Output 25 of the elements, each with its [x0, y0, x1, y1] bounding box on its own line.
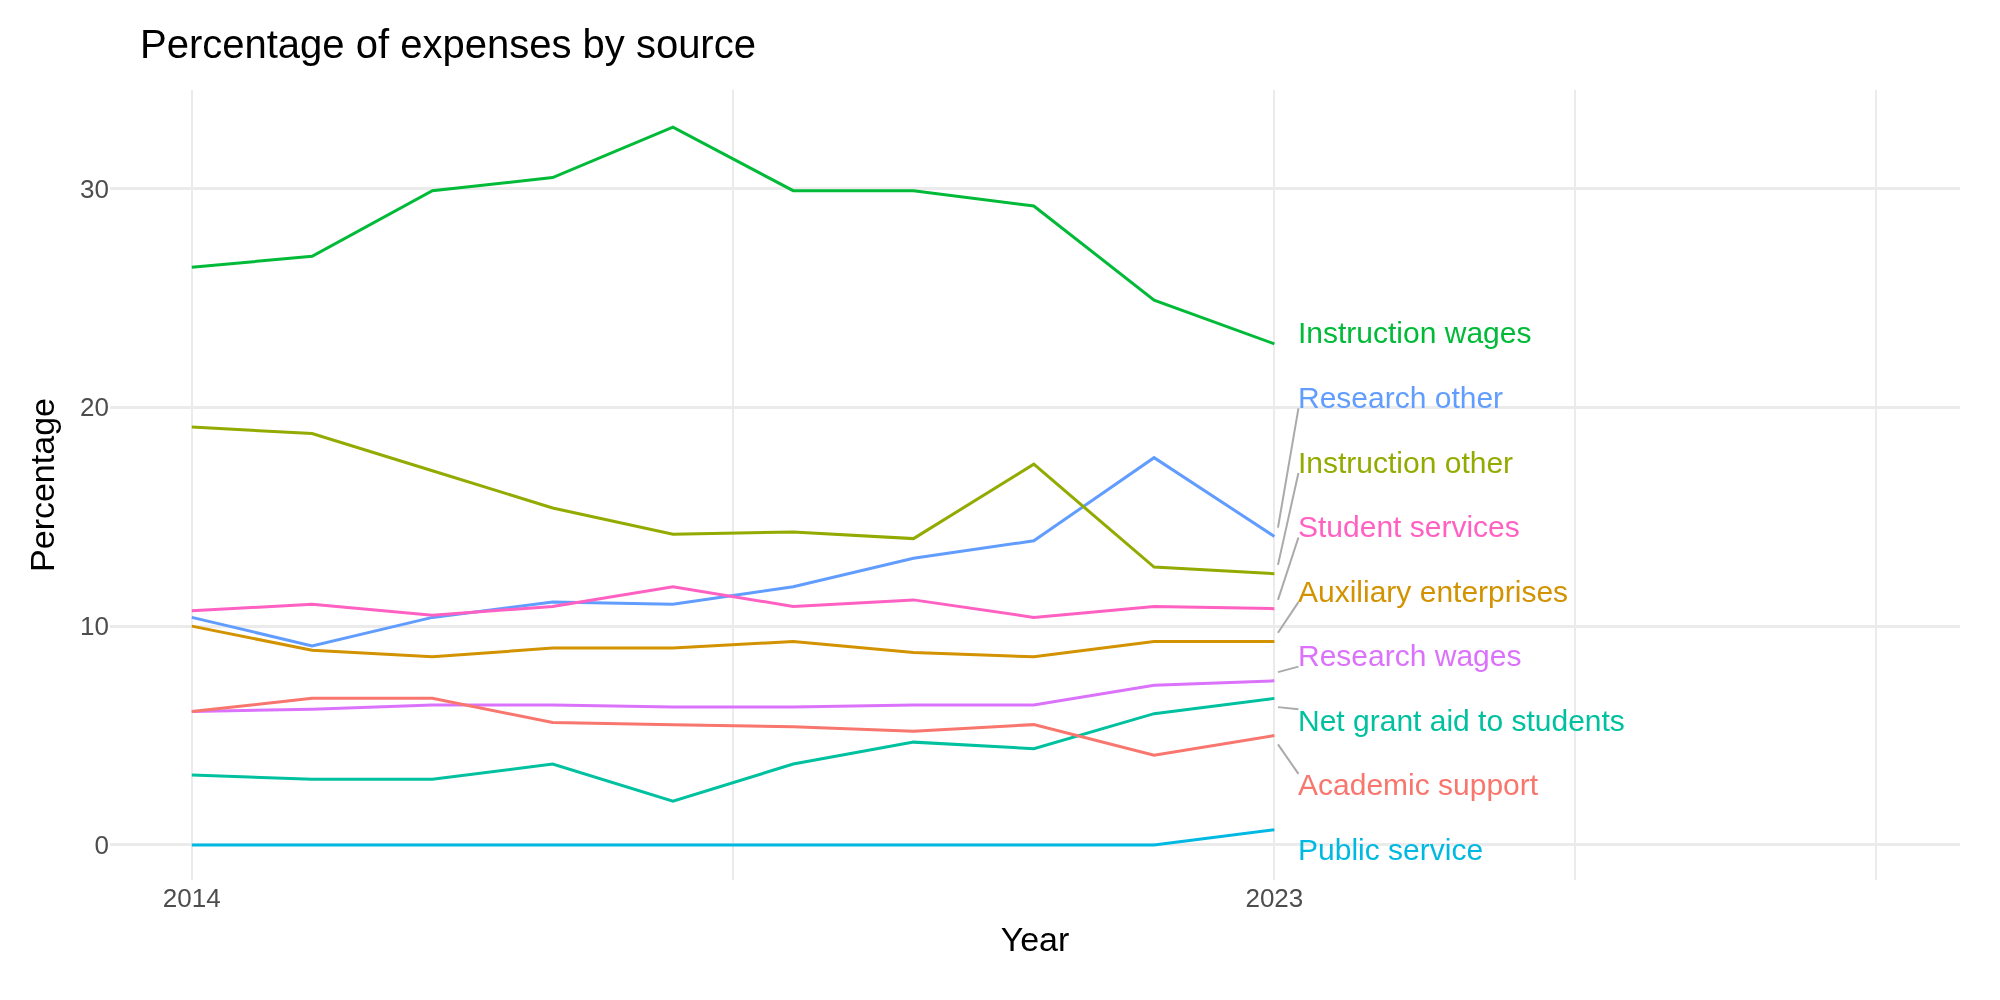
series-label: Instruction wages [1298, 316, 1532, 349]
line-series [190, 696, 1276, 757]
line-series [190, 696, 1276, 803]
series-label: Auxiliary enterprises [1298, 575, 1569, 608]
line-series [190, 425, 1276, 576]
text: Student services [1298, 510, 1520, 543]
line-series [190, 585, 1276, 619]
series-label: Net grant aid to students [1298, 704, 1625, 737]
x-tick-label: 2023 [1245, 883, 1304, 913]
series-label: Research wages [1298, 639, 1522, 672]
y-tick-label: 30 [80, 173, 109, 204]
series-label: Public service [1298, 833, 1484, 866]
y-axis-title: Percentage [22, 398, 61, 572]
line-series [190, 456, 1276, 648]
text: Research other [1298, 381, 1504, 414]
text: Instruction other [1298, 446, 1514, 479]
x-tick-label: 2014 [162, 883, 221, 913]
y-tick-label: 20 [80, 392, 109, 423]
series-label: Academic support [1298, 768, 1539, 801]
line-series [190, 624, 1276, 659]
x-axis-title: Year [1000, 920, 1070, 959]
chart-title: Percentage of expenses by source [140, 22, 756, 66]
y-tick-label: 10 [80, 611, 109, 642]
y-tick-label: 0 [94, 830, 109, 861]
line-series [190, 125, 1276, 346]
